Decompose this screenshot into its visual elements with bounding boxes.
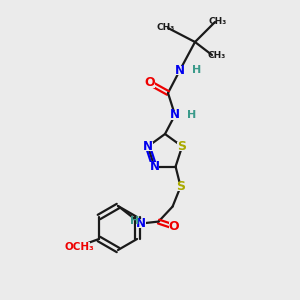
FancyBboxPatch shape [145, 79, 155, 88]
Text: CH₃: CH₃ [157, 22, 175, 32]
Text: N: N [143, 140, 153, 153]
Text: S: S [176, 180, 185, 193]
Text: H: H [192, 65, 202, 75]
FancyBboxPatch shape [143, 142, 153, 151]
Text: CH₃: CH₃ [209, 16, 227, 26]
Text: S: S [178, 140, 187, 153]
FancyBboxPatch shape [149, 162, 159, 171]
FancyBboxPatch shape [175, 65, 185, 74]
Text: N: N [136, 217, 146, 230]
FancyBboxPatch shape [175, 182, 186, 191]
FancyBboxPatch shape [170, 110, 180, 119]
Text: H: H [188, 110, 196, 120]
Text: O: O [145, 76, 155, 89]
FancyBboxPatch shape [177, 142, 188, 151]
Text: N: N [170, 109, 180, 122]
Text: CH₃: CH₃ [208, 52, 226, 61]
Text: H: H [130, 216, 139, 226]
FancyBboxPatch shape [136, 219, 146, 228]
Text: OCH₃: OCH₃ [64, 242, 94, 252]
FancyBboxPatch shape [64, 242, 90, 252]
Text: N: N [149, 160, 159, 173]
FancyBboxPatch shape [169, 222, 178, 231]
Text: N: N [175, 64, 185, 76]
Text: O: O [168, 220, 179, 233]
